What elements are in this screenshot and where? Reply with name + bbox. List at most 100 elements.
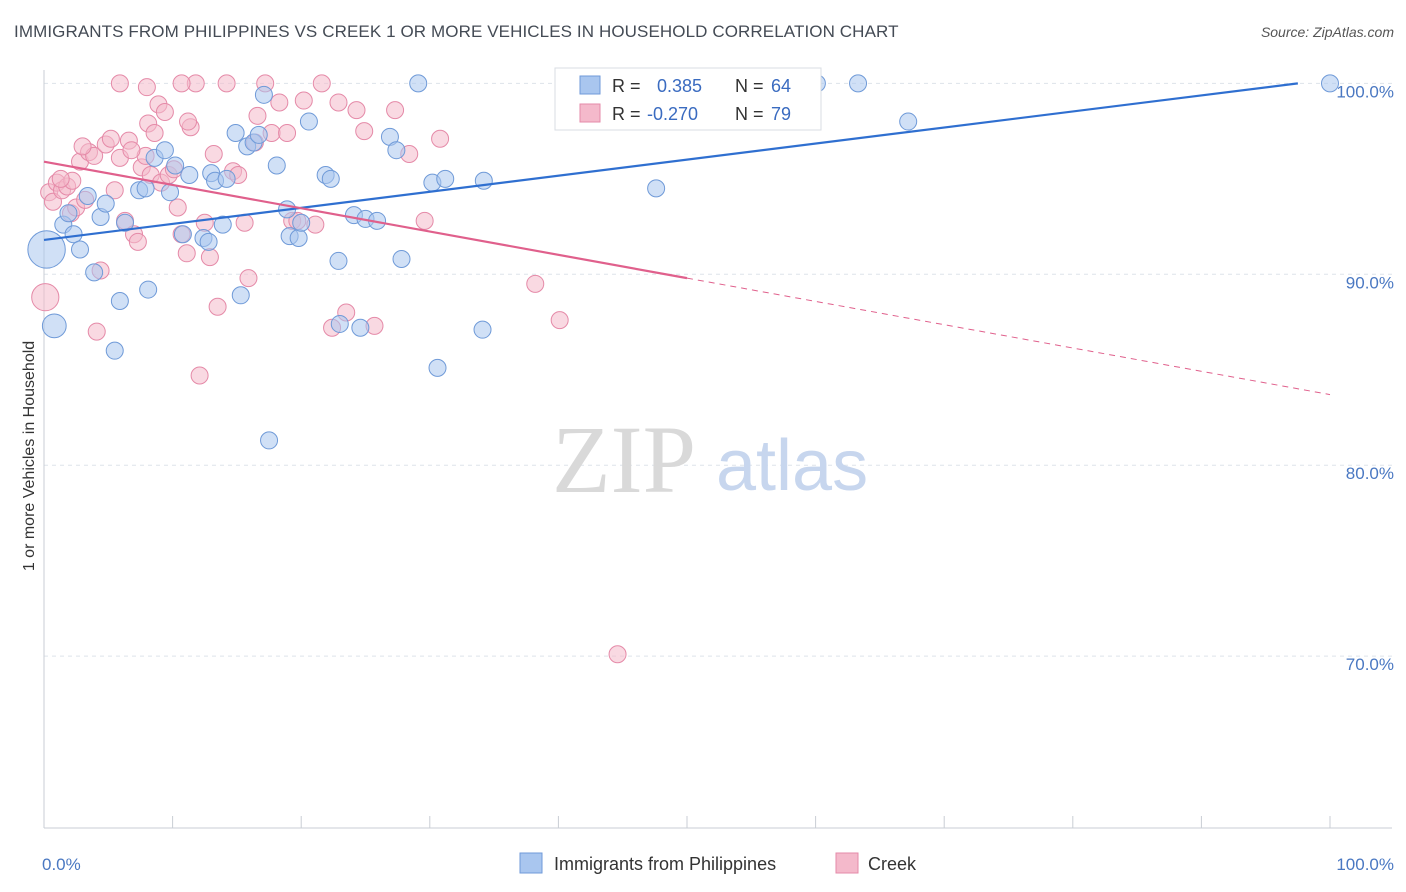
legend-n-value: 79 [771, 104, 791, 124]
philippines-point [1321, 74, 1339, 93]
philippines-point [299, 112, 318, 131]
philippines-point [647, 179, 666, 198]
philippines-point [330, 314, 349, 333]
philippines-point [85, 263, 104, 282]
x-tick-label: 100.0% [1336, 855, 1394, 874]
creek-point [239, 269, 258, 288]
philippines-point [473, 320, 492, 339]
philippines-point [428, 358, 447, 377]
creek-point [355, 122, 374, 141]
philippines-point [59, 204, 78, 223]
creek-point [195, 213, 214, 232]
creek-point [155, 103, 174, 122]
y-tick-label: 70.0% [1346, 655, 1394, 674]
creek-point [270, 93, 289, 112]
philippines-point [110, 292, 129, 311]
creek-point [177, 244, 196, 263]
creek-point [608, 645, 627, 664]
creek-point [145, 124, 164, 143]
philippines-point [254, 85, 273, 104]
creek-trend-extension [686, 277, 1331, 396]
philippines-point [96, 194, 115, 213]
creek-point [526, 274, 545, 293]
source-credit: Source: ZipAtlas.com [1260, 24, 1394, 40]
philippines-point [849, 74, 868, 93]
creek-point [168, 198, 187, 217]
y-tick-label: 80.0% [1346, 464, 1394, 483]
philippines-point [217, 169, 236, 188]
series-swatch-creek [835, 852, 859, 874]
creek-trend-line [43, 160, 688, 280]
philippines-point [226, 124, 245, 143]
series-legend: Immigrants from Philippines Creek [519, 852, 917, 874]
y-axis-title: 1 or more Vehicles in Household [21, 341, 38, 571]
series-label-philippines: Immigrants from Philippines [554, 854, 776, 874]
gridlines [44, 82, 1392, 657]
creek-points [31, 74, 627, 664]
philippines-point [27, 230, 66, 269]
philippines-point [329, 251, 348, 270]
philippines-point [321, 169, 340, 188]
legend-r-value: -0.270 [647, 104, 698, 124]
philippines-point [116, 213, 135, 232]
legend-n-value: 64 [771, 76, 791, 96]
philippines-point [139, 280, 158, 299]
creek-point [51, 169, 70, 188]
creek-point [31, 283, 60, 312]
creek-point [294, 91, 313, 110]
creek-point [347, 101, 366, 120]
legend-n-label: N = [735, 76, 764, 96]
watermark-atlas: atlas [716, 426, 868, 506]
legend-swatch-creek [579, 103, 601, 123]
philippines-point [289, 229, 308, 248]
creek-point [329, 93, 348, 112]
x-tick-label: 0.0% [42, 855, 81, 874]
philippines-point [78, 187, 97, 206]
creek-point [85, 146, 104, 165]
philippines-point [392, 250, 411, 269]
philippines-point [387, 141, 406, 160]
creek-point [122, 141, 141, 160]
creek-point [312, 74, 331, 93]
philippines-point [64, 225, 83, 244]
y-tick-label: 90.0% [1346, 273, 1394, 292]
creek-point [179, 112, 198, 131]
creek-point [248, 106, 267, 125]
philippines-point [409, 74, 428, 93]
y-tick-label: 100.0% [1336, 82, 1394, 101]
creek-point [550, 311, 569, 330]
legend-swatch-philippines [579, 75, 601, 95]
legend-n-label: N = [735, 104, 764, 124]
creek-point [204, 145, 223, 164]
legend-r-label: R = [612, 104, 641, 124]
philippines-point [173, 225, 192, 244]
philippines-point [180, 166, 199, 185]
philippines-point [105, 341, 124, 360]
creek-point [101, 129, 120, 148]
creek-point [73, 137, 92, 156]
legend-r-value: 0.385 [657, 76, 702, 96]
philippines-point [351, 318, 370, 337]
philippines-point [260, 431, 279, 450]
philippines-point [166, 156, 185, 175]
stats-legend: R = 0.385 N = 64 R = -0.270 N = 79 [554, 67, 822, 131]
philippines-point [71, 240, 90, 259]
philippines-point [292, 213, 311, 232]
creek-point [110, 74, 129, 93]
philippines-point [267, 156, 286, 175]
philippines-point [155, 141, 174, 160]
philippines-point [231, 286, 250, 305]
creek-point [87, 322, 106, 341]
creek-point [235, 213, 254, 232]
philippines-point [249, 125, 268, 144]
creek-point [208, 297, 227, 316]
series-label-creek: Creek [868, 854, 917, 874]
series-swatch-philippines [519, 852, 543, 874]
creek-point [190, 366, 209, 385]
creek-point [137, 78, 156, 97]
philippines-point [41, 313, 67, 339]
creek-point [278, 124, 297, 143]
legend-r-label: R = [612, 76, 641, 96]
philippines-point [136, 179, 155, 198]
creek-point [431, 129, 450, 148]
